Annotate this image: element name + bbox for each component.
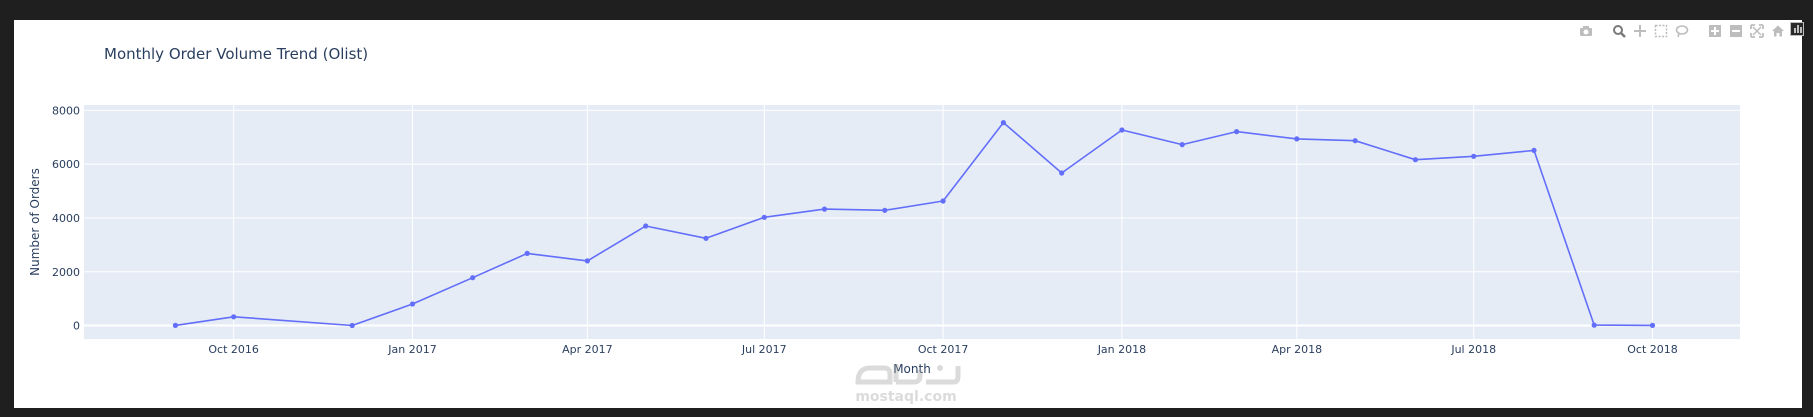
x-tick-labels: Oct 2016 Jan 2017 Apr 2017 Jul 2017 Oct 2017… [208, 343, 1677, 356]
watermark: mostaql.com [850, 356, 962, 408]
data-point[interactable] [882, 207, 888, 213]
data-point[interactable] [1531, 147, 1537, 153]
data-point[interactable] [643, 223, 649, 229]
x-tick-label: Jul 2018 [1450, 343, 1496, 356]
data-point[interactable] [703, 235, 709, 241]
data-point[interactable] [1294, 136, 1300, 142]
y-tick-label: 0 [73, 320, 80, 333]
data-point[interactable] [1471, 153, 1477, 159]
x-tick-label: Oct 2017 [918, 343, 969, 356]
plotly-logo-icon[interactable] [1790, 22, 1804, 36]
y-tick-label: 4000 [52, 212, 80, 225]
data-point[interactable] [349, 322, 355, 329]
y-tick-label: 2000 [52, 266, 80, 279]
lasso-icon[interactable] [1674, 24, 1689, 39]
y-axis-label: Number of Orders [28, 168, 42, 276]
y-tick-label: 8000 [52, 104, 80, 117]
data-point[interactable] [470, 275, 476, 281]
watermark-text: mostaql.com [855, 389, 957, 405]
autoscale-icon[interactable] [1749, 23, 1764, 39]
watermark-logo-icon [855, 364, 961, 385]
x-tick-label: Apr 2017 [562, 343, 613, 356]
data-point[interactable] [1352, 138, 1358, 144]
pan-icon[interactable] [1632, 24, 1647, 39]
data-point[interactable] [584, 258, 591, 264]
x-tick-label: Jan 2017 [387, 343, 436, 356]
data-point[interactable] [1649, 322, 1656, 328]
zoom-in-icon[interactable] [1707, 24, 1722, 39]
x-tick-label: Jan 2018 [1097, 343, 1146, 356]
plot-background [84, 105, 1740, 339]
data-point[interactable] [1234, 129, 1240, 135]
data-point[interactable] [172, 322, 178, 328]
data-point[interactable] [1179, 142, 1185, 148]
x-tick-label: Oct 2016 [208, 343, 259, 356]
data-point[interactable] [1412, 157, 1418, 163]
x-tick-label: Apr 2018 [1272, 343, 1323, 356]
bottom-bar [0, 408, 1813, 417]
data-point[interactable] [761, 214, 767, 220]
y-tick-labels: 0 2000 4000 6000 8000 [52, 104, 80, 332]
home-icon[interactable] [1770, 24, 1785, 39]
chart-title: Monthly Order Volume Trend (Olist) [104, 45, 369, 63]
data-point[interactable] [821, 206, 828, 212]
grid-layer [84, 105, 1740, 339]
x-tick-label: Jul 2017 [741, 343, 787, 356]
modebar [1578, 22, 1785, 40]
y-tick-label: 6000 [52, 158, 80, 171]
zoom-out-icon[interactable] [1728, 24, 1743, 39]
data-point[interactable] [231, 314, 237, 320]
right-strip [1802, 20, 1813, 408]
series-points-layer [172, 120, 1656, 329]
data-point[interactable] [940, 198, 946, 204]
x-tick-label: Oct 2018 [1627, 343, 1678, 356]
data-point[interactable] [409, 301, 416, 307]
zoom-icon[interactable] [1611, 24, 1626, 39]
data-point[interactable] [524, 250, 530, 256]
data-point[interactable] [1119, 127, 1125, 133]
data-point[interactable] [1591, 322, 1597, 328]
data-point[interactable] [1000, 120, 1007, 126]
box-select-icon[interactable] [1653, 24, 1668, 39]
data-point[interactable] [1059, 170, 1065, 176]
x-axis-label: Month [893, 362, 931, 376]
camera-icon[interactable] [1578, 24, 1593, 39]
